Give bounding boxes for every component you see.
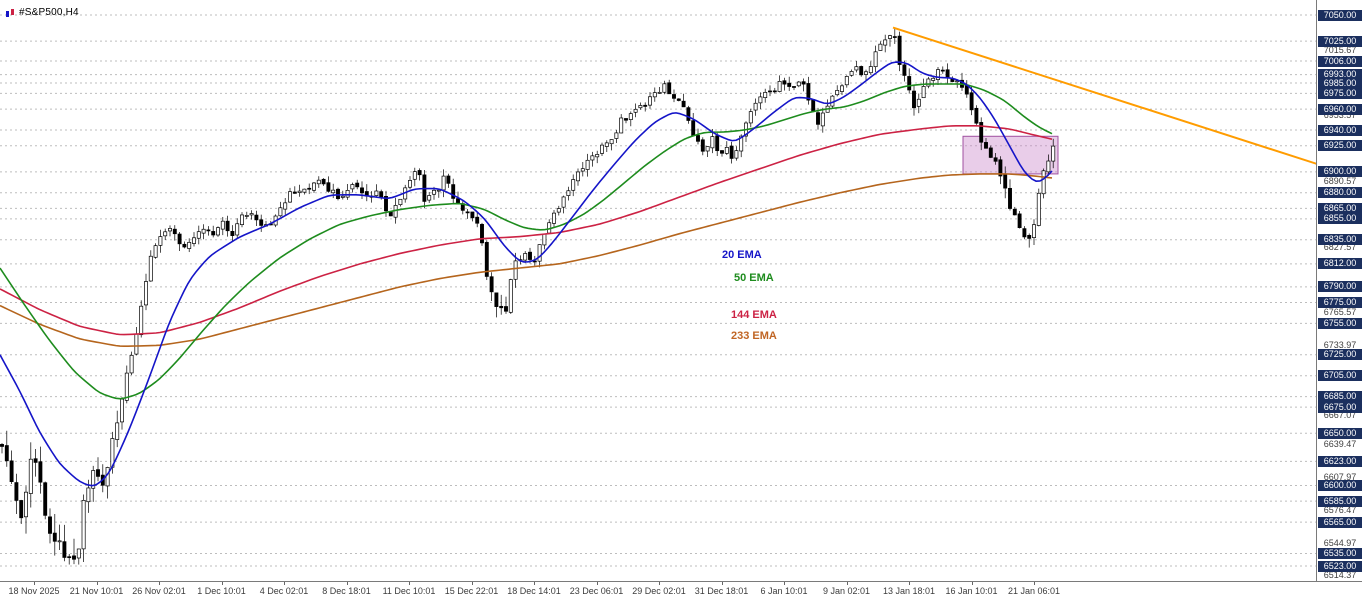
ema-label-233[interactable]: 233 EMA	[731, 330, 777, 342]
time-axis-label: 18 Dec 14:01	[507, 586, 561, 596]
time-axis-label: 4 Dec 02:01	[259, 586, 309, 596]
gridlines	[0, 14, 1316, 567]
time-tick-mark	[471, 582, 473, 585]
time-axis-label: 26 Nov 02:01	[132, 586, 186, 596]
ema-50-line[interactable]	[0, 83, 1053, 400]
time-tick-mark	[659, 582, 660, 585]
highlight-rectangle[interactable]	[962, 135, 1059, 175]
ema-label-144[interactable]: 144 EMA	[731, 309, 777, 321]
ema-233-line[interactable]	[0, 173, 1053, 348]
time-axis-label: 21 Nov 10:01	[69, 586, 124, 596]
ema-label-50[interactable]: 50 EMA	[734, 272, 774, 284]
price-level-label: 6585.00	[1318, 495, 1362, 507]
price-level-label: 6725.00	[1318, 349, 1362, 361]
ema-144-line[interactable]	[0, 125, 1053, 336]
chart-plot-area[interactable]: #S&P500,H4 20 EMA 50 EMA 144 EMA 233 EMA	[0, 0, 1316, 581]
price-level-label: 6535.00	[1318, 547, 1362, 559]
price-level-label: 6705.00	[1318, 370, 1362, 382]
descending-trendline[interactable]	[892, 26, 1316, 166]
time-axis-label: 8 Dec 18:01	[322, 586, 371, 596]
price-level-label: 6855.00	[1318, 213, 1362, 225]
time-tick-mark	[784, 582, 785, 585]
price-level-label: 6900.00	[1318, 166, 1362, 178]
price-level-label: 6675.00	[1318, 401, 1362, 413]
price-level-label: 6812.00	[1318, 258, 1362, 270]
price-level-label: 6775.00	[1318, 297, 1362, 308]
time-tick-mark	[346, 582, 348, 585]
time-tick-mark	[221, 582, 223, 585]
price-scale-tick: 6953.57	[1323, 110, 1357, 121]
price-scale-tick: 6576.47	[1323, 504, 1357, 515]
price-level-label: 6600.00	[1318, 480, 1362, 491]
time-axis-label: 9 Jan 02:01	[822, 586, 871, 596]
time-tick-mark	[96, 582, 98, 585]
candles	[0, 28, 1056, 565]
time-axis-label: 18 Nov 2025	[8, 586, 60, 596]
time-tick-mark	[534, 582, 535, 585]
price-level-label: 6565.00	[1318, 516, 1362, 528]
time-axis-label: 13 Jan 18:01	[882, 586, 936, 596]
time-axis-label: 31 Dec 18:01	[694, 586, 749, 596]
price-level-label: 6993.00	[1318, 69, 1362, 81]
price-level-label: 6790.00	[1318, 281, 1362, 293]
time-tick-mark	[284, 582, 285, 585]
price-scale-tick: 6667.07	[1323, 409, 1357, 420]
price-level-label: 6685.00	[1318, 391, 1362, 403]
time-axis-label: 15 Dec 22:01	[444, 586, 499, 596]
price-level-label: 6650.00	[1318, 427, 1362, 439]
price-level-label: 6975.00	[1318, 87, 1362, 99]
price-level-label: 6865.00	[1318, 202, 1362, 214]
time-tick-mark	[721, 582, 723, 585]
price-scale-tick: 6890.57	[1323, 176, 1357, 187]
price-scale-tick: 6765.57	[1323, 306, 1357, 317]
time-axis-label: 23 Dec 06:01	[569, 586, 624, 596]
price-level-label: 7050.00	[1318, 9, 1362, 21]
price-level-label: 7006.00	[1318, 55, 1362, 67]
price-scale-tick: 7015.67	[1323, 45, 1357, 56]
time-axis-label: 11 Dec 10:01	[382, 586, 436, 596]
symbol-label-bar: #S&P500,H4	[5, 7, 79, 18]
price-scale-tick: 6733.97	[1323, 339, 1357, 350]
time-tick-mark	[1034, 582, 1035, 585]
time-tick-mark	[909, 582, 910, 585]
price-scale-tick: 6607.97	[1323, 471, 1357, 482]
price-level-label: 6623.00	[1318, 455, 1362, 467]
time-tick-mark	[159, 582, 160, 585]
time-axis-label: 21 Jan 06:01	[1007, 586, 1061, 596]
price-level-label: 6835.00	[1318, 234, 1362, 246]
price-scale-tick: 6639.47	[1323, 438, 1357, 449]
price-scale-tick: 6544.97	[1323, 537, 1357, 548]
chart-canvas[interactable]	[0, 0, 1316, 581]
time-tick-mark	[971, 582, 973, 585]
price-level-label: 6985.00	[1318, 77, 1362, 89]
price-level-label: 6925.00	[1318, 140, 1362, 152]
ema-label-20[interactable]: 20 EMA	[722, 249, 762, 261]
price-scale-tick: 6827.57	[1323, 242, 1357, 253]
time-axis-label: 29 Dec 02:01	[632, 586, 686, 596]
time-axis-label: 6 Jan 10:01	[760, 586, 808, 596]
price-level-label: 6880.00	[1318, 187, 1362, 199]
price-axis[interactable]: 7015.67 6953.57 6890.57 6827.57 6765.57 6733.…	[1316, 0, 1362, 581]
time-tick-mark	[409, 582, 410, 585]
time-axis-label: 16 Jan 10:01	[945, 586, 998, 596]
ema-20-line[interactable]	[0, 61, 1053, 487]
time-axis[interactable]: 18 Nov 2025 21 Nov 10:01 26 Nov 02:01 1 Dec…	[0, 581, 1362, 603]
price-level-label: 6523.00	[1318, 560, 1362, 572]
price-scale-tick: 6514.37	[1323, 569, 1357, 580]
candlestick-chart-icon	[6, 8, 14, 17]
price-level-label: 6960.00	[1318, 103, 1362, 115]
price-level-label: 6755.00	[1318, 317, 1362, 329]
time-tick-mark	[846, 582, 848, 585]
time-tick-mark	[596, 582, 598, 585]
symbol-timeframe-label: #S&P500,H4	[19, 7, 79, 18]
price-level-label: 7025.00	[1318, 35, 1362, 47]
price-level-label: 6940.00	[1318, 124, 1362, 136]
time-axis-label: 1 Dec 10:01	[197, 586, 246, 596]
time-tick-mark	[34, 582, 35, 585]
